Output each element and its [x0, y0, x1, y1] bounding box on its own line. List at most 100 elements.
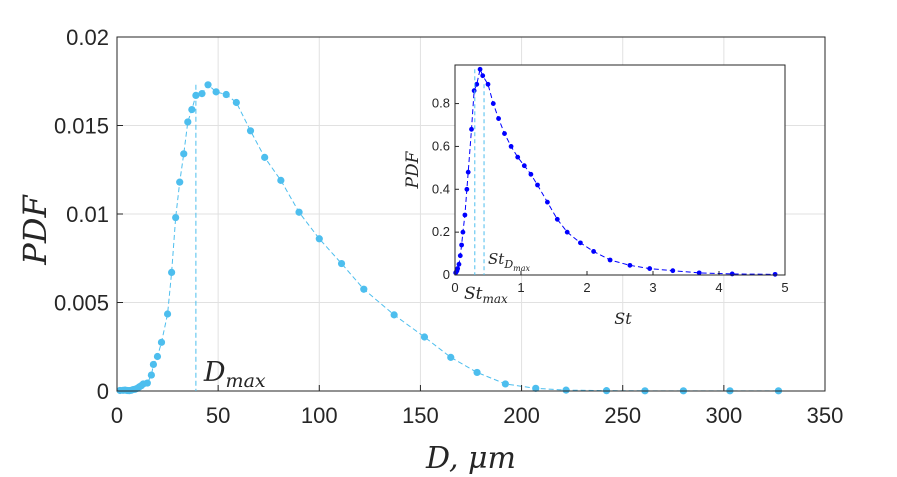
st-d-max-label-subsub: max	[513, 264, 530, 273]
main-x-tick-label: 50	[206, 403, 230, 428]
main-data-point	[562, 386, 570, 394]
inset-series	[453, 66, 778, 277]
main-data-point	[360, 285, 368, 293]
main-data-point	[447, 353, 455, 361]
d-max-label: Dmax	[203, 357, 266, 392]
main-x-tick-label: 300	[705, 403, 742, 428]
st-d-max-label-sub: D	[503, 258, 513, 271]
inset-data-point	[460, 229, 466, 235]
main-data-point	[147, 371, 155, 379]
inset-data-point	[521, 163, 527, 169]
main-data-point	[532, 384, 540, 392]
d-max-label-sub: max	[226, 370, 266, 392]
inset-x-axis-label: St	[614, 309, 632, 328]
main-data-point	[337, 259, 346, 268]
main-data-point	[168, 268, 176, 277]
inset-data-point	[545, 199, 550, 205]
main-y-tick-label: 0	[97, 379, 109, 404]
main-data-point	[473, 368, 481, 377]
main-y-tick-label: 0.01	[66, 202, 109, 227]
inset-y-tick-label: 0.6	[432, 138, 450, 153]
main-y-ticks: 0 0.005 0.01 0.015 0.02	[54, 25, 123, 404]
inset-data-point	[508, 144, 514, 149]
inset-data-point	[535, 182, 540, 188]
inset-data-point	[502, 131, 507, 136]
main-x-tick-label: 200	[503, 403, 540, 428]
inset-data-point	[591, 249, 596, 254]
inset-y-ticks: 0 0.2 0.4 0.6 0.8	[432, 96, 459, 282]
st-d-max-label-main: St	[488, 250, 505, 268]
inset-y-tick-label: 0.8	[432, 96, 450, 111]
st-max-label-sub: max	[482, 292, 508, 306]
main-data-point	[232, 98, 240, 107]
main-y-tick-label: 0.02	[66, 25, 109, 50]
inset-data-point	[647, 266, 653, 271]
main-data-point	[420, 333, 429, 341]
inset-data-point	[607, 257, 613, 263]
inset-data-point	[515, 154, 521, 160]
main-x-tick-label: 100	[301, 403, 338, 428]
inset-data-point	[462, 212, 468, 218]
inset-data-point	[485, 81, 491, 87]
main-data-point	[277, 176, 285, 184]
inset-x-tick-label: 2	[583, 280, 590, 295]
main-data-point	[501, 380, 509, 388]
main-data-point	[246, 127, 255, 135]
main-y-tick-label: 0.015	[54, 114, 109, 139]
main-x-axis-label: D, μm	[425, 441, 516, 476]
main-y-tick-label: 0.005	[54, 291, 109, 316]
inset-data-point	[554, 216, 560, 222]
main-data-point	[188, 105, 196, 114]
main-data-point	[198, 90, 206, 98]
main-data-point	[261, 153, 269, 161]
main-data-point	[180, 150, 188, 158]
inset-data-point	[474, 81, 480, 87]
inset-data-point	[578, 240, 583, 246]
inset-y-tick-label: 0.4	[432, 181, 450, 196]
main-x-tick-label: 350	[807, 403, 844, 428]
main-x-tick-label: 150	[402, 403, 439, 428]
inset-data-point	[496, 116, 501, 121]
main-data-point	[390, 311, 398, 319]
inset-data-point	[477, 66, 483, 72]
inset-y-axis-label: PDF	[403, 150, 423, 189]
main-data-point	[184, 118, 192, 126]
main-y-axis-label: PDF	[16, 194, 54, 266]
inset-data-point	[627, 262, 633, 268]
main-data-point	[153, 352, 162, 361]
main-data-point	[204, 81, 212, 89]
main-data-point	[295, 208, 303, 216]
inset-x-tick-label: 1	[517, 280, 524, 295]
inset-data-point	[471, 88, 477, 94]
st-max-label: Stmax	[464, 284, 508, 306]
st-d-max-label: StDmax	[488, 250, 530, 273]
main-data-point	[172, 213, 180, 222]
inset-data-point	[528, 171, 534, 177]
inset-plot-area	[455, 65, 785, 275]
main-data-point	[176, 178, 184, 186]
main-data-point	[222, 90, 230, 99]
inset-y-tick-label: 0.2	[432, 224, 450, 239]
main-data-point	[163, 310, 172, 318]
main-data-point	[149, 360, 158, 369]
inset-y-tick-label: 0	[443, 267, 450, 282]
st-max-label-main: St	[464, 284, 483, 304]
inset-data-point	[564, 229, 570, 235]
inset-data-point	[464, 186, 470, 192]
inset-x-tick-label: 3	[649, 280, 656, 295]
d-max-label-main: D	[203, 357, 226, 388]
inset-x-ticks: 0 1 2 3 4 5	[451, 271, 789, 295]
inset-data-point	[670, 268, 676, 274]
inset-data-point	[469, 126, 474, 132]
main-x-ticks: 0 50 100 150 200 250 300 350	[111, 385, 843, 428]
inset-data-point	[480, 73, 486, 79]
inset-data-point	[696, 270, 702, 276]
inset-x-tick-label: 0	[451, 280, 458, 295]
inset-data-point	[772, 271, 778, 277]
inset-data-point	[456, 261, 462, 267]
main-data-point	[143, 379, 151, 387]
inset-data-point	[490, 101, 496, 106]
inset-data-point	[459, 242, 464, 248]
inset-data-point	[455, 266, 461, 271]
